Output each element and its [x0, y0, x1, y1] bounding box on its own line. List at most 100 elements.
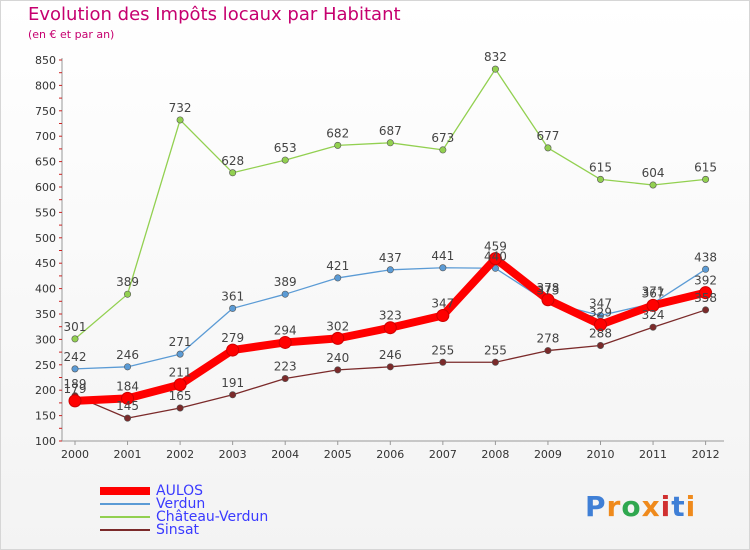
data-point	[439, 264, 447, 272]
y-tick-label: 850	[35, 54, 56, 67]
chart-data-labels: 179 184 211 279 294 302 323 347 459 378 329 367 392 2…	[64, 50, 718, 413]
y-tick-label: 150	[35, 410, 56, 423]
data-label: 278	[536, 332, 559, 346]
chart-axes: 100 150 200 250 300 350 400 450 500 550 600 650 700 7…	[35, 54, 724, 461]
data-point	[334, 141, 342, 149]
data-point	[386, 139, 394, 147]
legend-label: Château-Verdun	[156, 509, 269, 525]
legend-label: Sinsat	[156, 522, 200, 538]
data-label: 347	[431, 297, 454, 311]
x-tick-label: 2008	[481, 448, 509, 461]
data-point	[71, 335, 79, 343]
data-point	[278, 335, 292, 349]
data-label: 189	[64, 377, 87, 391]
data-label: 832	[484, 50, 507, 64]
data-point	[176, 404, 184, 412]
data-label: 628	[221, 154, 244, 168]
data-point	[334, 274, 342, 282]
data-label: 604	[642, 166, 665, 180]
y-tick-label: 200	[35, 384, 56, 397]
data-label: 324	[642, 308, 665, 322]
data-label: 358	[694, 291, 717, 305]
data-label: 246	[379, 348, 402, 362]
data-point	[281, 375, 289, 383]
data-point	[124, 290, 132, 298]
data-label: 371	[642, 284, 665, 298]
data-label: 302	[326, 319, 349, 333]
data-label: 378	[536, 281, 559, 295]
data-point	[386, 266, 394, 274]
data-label: 373	[536, 283, 559, 297]
data-label: 323	[379, 309, 402, 323]
chart-subtitle: (en € et par an)	[28, 28, 115, 41]
data-label: 389	[274, 275, 297, 289]
data-point	[383, 321, 397, 335]
data-label: 211	[169, 366, 192, 380]
data-point	[699, 286, 713, 300]
legend-swatch	[100, 503, 150, 505]
data-point	[173, 378, 187, 392]
x-tick-label: 2001	[114, 448, 142, 461]
x-tick-label: 2011	[639, 448, 667, 461]
data-point	[176, 116, 184, 124]
data-label: 459	[484, 240, 507, 254]
data-label: 191	[221, 376, 244, 390]
data-label: 184	[116, 379, 139, 393]
data-label: 653	[274, 141, 297, 155]
data-point	[491, 65, 499, 73]
logo-letter: i	[685, 490, 697, 523]
data-point	[439, 146, 447, 154]
y-tick-label: 600	[35, 181, 56, 194]
x-tick-label: 2002	[166, 448, 194, 461]
data-label: 441	[431, 249, 454, 263]
data-label: 673	[431, 131, 454, 145]
data-label: 440	[484, 249, 507, 263]
logo-letter: P	[585, 490, 607, 523]
legend: AULOS Verdun Château-Verdun Sinsat	[100, 483, 269, 538]
data-label: 438	[694, 250, 717, 264]
data-point	[68, 394, 82, 408]
data-label: 347	[589, 297, 612, 311]
data-point	[229, 304, 237, 312]
x-tick-label: 2009	[534, 448, 562, 461]
data-label: 732	[169, 101, 192, 115]
y-tick-label: 550	[35, 206, 56, 219]
x-tick-label: 2000	[61, 448, 89, 461]
data-label: 255	[484, 343, 507, 357]
data-point	[646, 298, 660, 312]
data-point	[491, 358, 499, 366]
data-label: 246	[116, 348, 139, 362]
legend-label: AULOS	[156, 483, 204, 499]
data-label: 179	[64, 382, 87, 396]
data-label: 389	[116, 275, 139, 289]
data-point	[649, 181, 657, 189]
logo-letter: i	[660, 490, 672, 523]
data-point	[229, 391, 237, 399]
y-tick-label: 250	[35, 359, 56, 372]
data-label: 279	[221, 331, 244, 345]
data-point	[331, 331, 345, 345]
legend-item: Sinsat	[100, 522, 268, 538]
data-point	[702, 175, 710, 183]
logo-letter: r	[606, 490, 622, 523]
y-tick-label: 500	[35, 232, 56, 245]
data-label: 437	[379, 251, 402, 265]
data-point	[439, 358, 447, 366]
y-tick-label: 450	[35, 257, 56, 270]
data-label: 615	[589, 160, 612, 174]
data-point	[544, 347, 552, 355]
data-label: 255	[431, 343, 454, 357]
y-tick-label: 300	[35, 333, 56, 346]
data-label: 367	[642, 286, 665, 300]
proxiti-logo: Proxiti	[585, 490, 696, 523]
data-label: 301	[64, 320, 87, 334]
legend-item: AULOS	[100, 483, 268, 499]
data-point	[596, 341, 604, 349]
legend-item: Château-Verdun	[100, 509, 269, 525]
legend-label: Verdun	[156, 496, 206, 512]
x-tick-label: 2006	[376, 448, 404, 461]
data-label: 421	[326, 259, 349, 273]
y-tick-label: 700	[35, 130, 56, 143]
data-point	[281, 290, 289, 298]
data-point	[596, 175, 604, 183]
